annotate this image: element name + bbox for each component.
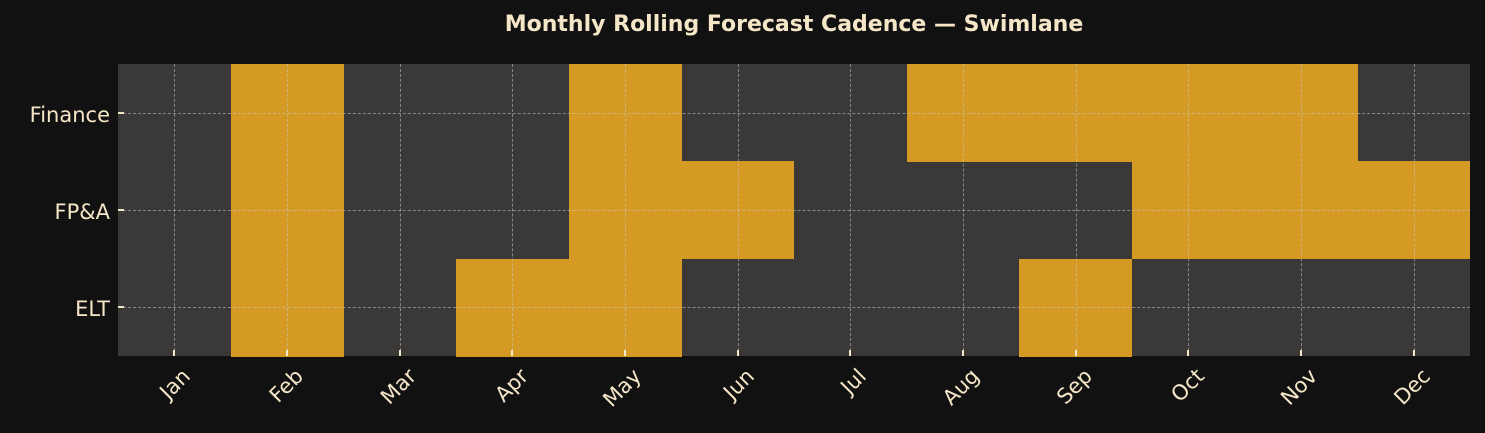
y-tick [118,306,124,309]
y-tick [118,111,124,114]
x-tick-label-nov: Nov [1276,364,1322,410]
x-tick-label-sep: Sep [1051,364,1097,409]
chart-title: Monthly Rolling Forecast Cadence — Swiml… [504,12,1084,37]
y-gridline [118,112,1470,114]
x-tick [398,350,401,356]
x-tick [1074,350,1077,356]
x-tick [849,350,852,356]
x-tick-label-mar: Mar [375,364,421,409]
y-tick-label-finance: Finance [29,102,110,127]
x-tick-label-feb: Feb [264,364,308,408]
x-tick [173,350,176,356]
x-tick [286,350,288,356]
x-tick [736,350,739,356]
x-tick-label-jul: Jul [836,364,872,399]
x-tick [511,350,514,356]
x-tick [1412,350,1415,356]
x-tick [624,350,626,356]
x-tick-label-aug: Aug [937,364,984,410]
x-tick-label-jun: Jun [718,364,759,405]
y-gridline [118,210,1470,211]
x-tick-label-may: May [598,364,646,412]
y-tick [118,209,124,211]
y-tick-label-fpa: FP&A [54,200,110,224]
x-tick [1187,350,1190,356]
swimlane-plot-area [118,64,1471,357]
x-tick [1300,350,1302,356]
x-tick-label-jan: Jan [155,364,196,404]
y-tick-label-elt: ELT [75,297,110,322]
x-tick [962,350,964,356]
x-tick-label-oct: Oct [1166,364,1210,407]
y-gridline [118,307,1470,309]
x-tick-label-apr: Apr [490,364,534,407]
x-tick-label-dec: Dec [1388,364,1435,410]
